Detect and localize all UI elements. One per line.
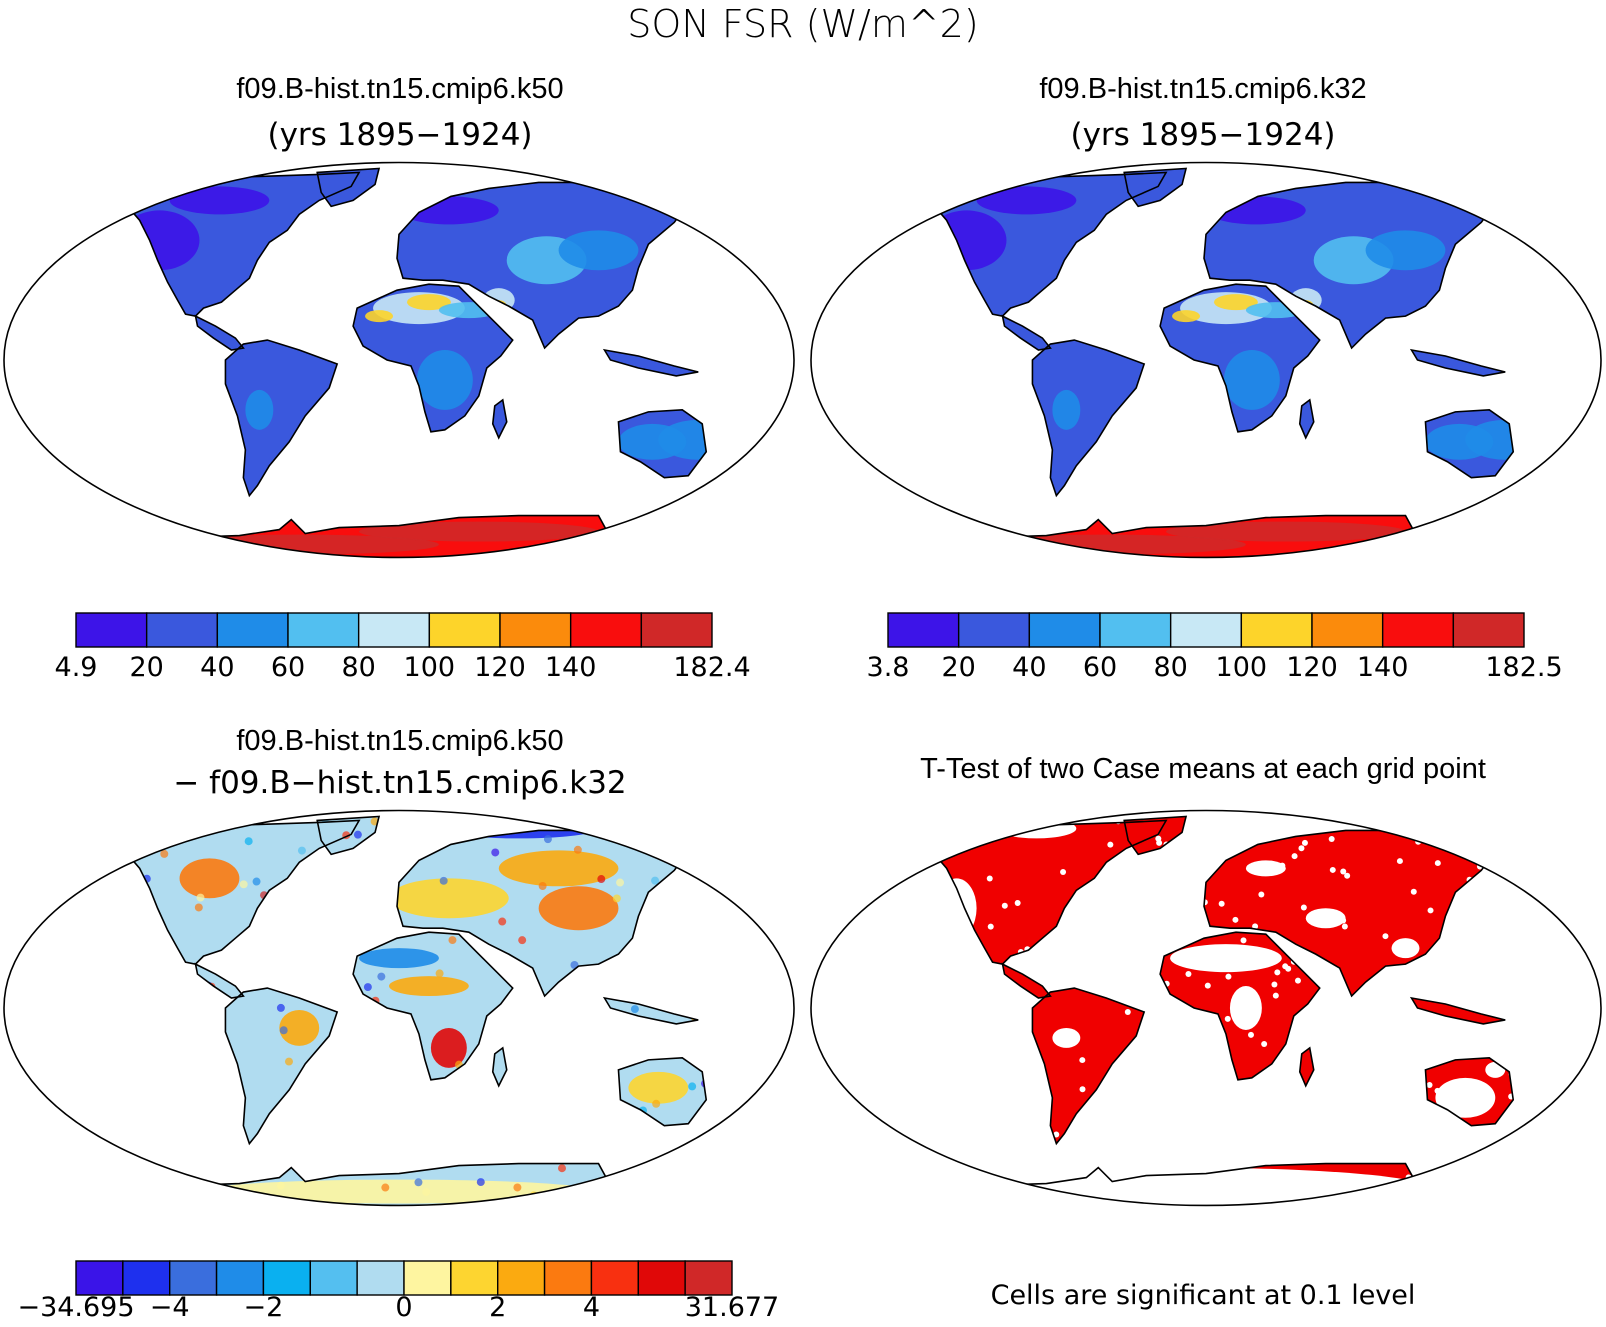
colorbar-swatch [287, 612, 360, 648]
colorbar-swatch [590, 1260, 639, 1296]
colorbar-swatch [1452, 612, 1525, 648]
panel-case2-subtitle: (yrs 1895−1924) [1070, 117, 1336, 153]
colorbar-tick-label: 40 [200, 652, 235, 683]
colorbar-tick-label: 182.4 [673, 652, 751, 683]
land-indonesia [604, 350, 699, 376]
colorbar-case1 [75, 612, 713, 648]
land-indonesia [1411, 998, 1506, 1024]
colorbar-tick-label: −2 [243, 1292, 284, 1323]
colorbar-tick-label: 4 [582, 1292, 601, 1323]
ttest-significance-note: Cells are significant at 0.1 level [990, 1280, 1416, 1311]
colorbar-case1-ticks: 4.9 20 40 60 80 100 120 140 182.4 [55, 652, 751, 686]
colorbar-swatch [215, 1260, 265, 1296]
colorbar-tick-label: 100 [403, 652, 456, 683]
colorbar-tick-label: 4.9 [54, 652, 98, 683]
colorbar-tick-label: 182.5 [1485, 652, 1563, 683]
land-centralAm [1002, 316, 1051, 351]
colorbar-swatch [356, 1260, 405, 1296]
colorbar-swatch [357, 612, 431, 648]
colorbar-swatch [1169, 612, 1243, 648]
colorbar-swatch [122, 1260, 171, 1296]
colorbar-swatch [957, 612, 1031, 648]
colorbar-tick-label: 80 [341, 652, 376, 683]
panel-ttest-title: T-Test of two Case means at each grid po… [920, 753, 1486, 785]
panel-diff-subtitle: − f09.B−hist.tn15.cmip6.k32 [173, 765, 627, 801]
colorbar-tick-label: 2 [489, 1292, 507, 1323]
colorbar-swatch [1028, 612, 1101, 648]
colorbar-swatch [428, 612, 501, 648]
land-indonesia [1411, 350, 1506, 376]
land-southAmerica [225, 340, 338, 496]
colorbar-swatch [262, 1260, 311, 1296]
colorbar-tick-label: 100 [1215, 652, 1268, 683]
colorbar-tick-label: 60 [1082, 652, 1118, 683]
colorbar-tick-label: 80 [1153, 652, 1188, 683]
colorbar-swatch [75, 612, 148, 648]
map-case1 [3, 161, 795, 559]
colorbar-tick-label: 40 [1012, 652, 1047, 683]
panel-case1-title: f09.B-hist.tn15.cmip6.k50 [236, 73, 564, 105]
figure-title: SON FSR (W/m^2) [627, 2, 979, 46]
colorbar-case2 [887, 612, 1525, 648]
panel-diff-title: f09.B-hist.tn15.cmip6.k50 [236, 725, 564, 757]
colorbar-swatch [497, 1260, 546, 1296]
map-ttest [810, 809, 1602, 1207]
colorbar-tick-label: 0 [395, 1292, 413, 1323]
colorbar-swatch [640, 612, 713, 648]
colorbar-swatch [216, 612, 289, 648]
colorbar-tick-label: 3.8 [866, 652, 910, 683]
colorbar-swatch [309, 1260, 358, 1296]
colorbar-diff [75, 1260, 733, 1296]
colorbar-tick-label: 140 [1356, 652, 1409, 683]
colorbar-swatch [145, 612, 219, 648]
colorbar-tick-label: 20 [129, 652, 164, 683]
colorbar-swatch [403, 1260, 452, 1296]
colorbar-case2-ticks: 3.8 20 40 60 80 100 120 140 182.5 [867, 652, 1563, 686]
colorbar-tick-label: 31.677 [684, 1292, 780, 1323]
colorbar-tick-label: 120 [474, 652, 526, 683]
colorbar-swatch [1381, 612, 1455, 648]
colorbar-swatch [1311, 612, 1384, 648]
colorbar-swatch [499, 612, 572, 648]
land-centralAm [195, 316, 244, 351]
map-diff [3, 809, 795, 1207]
land-centralAm [1002, 964, 1051, 999]
colorbar-diff-ticks: −34.695 −4 −2 0 2 4 31.677 [17, 1292, 779, 1326]
land-southAmerica [1032, 340, 1145, 496]
panel-case1-subtitle: (yrs 1895−1924) [267, 117, 533, 153]
colorbar-swatch [887, 612, 960, 648]
colorbar-swatch [75, 1260, 124, 1296]
colorbar-swatch [1240, 612, 1313, 648]
colorbar-tick-label: 20 [941, 652, 976, 683]
colorbar-tick-label: 140 [544, 652, 597, 683]
land-southAmerica [1032, 988, 1145, 1144]
colorbar-swatch [1099, 612, 1172, 648]
panel-case2-title: f09.B-hist.tn15.cmip6.k32 [1039, 73, 1367, 105]
land-africa [353, 932, 513, 1080]
land-centralAm [195, 964, 244, 999]
colorbar-tick-label: −4 [149, 1292, 190, 1323]
colorbar-swatch [569, 612, 643, 648]
colorbar-tick-label: 120 [1286, 652, 1338, 683]
colorbar-swatch [450, 1260, 499, 1296]
land-indonesia [604, 998, 699, 1024]
colorbar-tick-label: 60 [270, 652, 306, 683]
colorbar-tick-label: −34.695 [17, 1292, 135, 1323]
colorbar-swatch [684, 1260, 733, 1296]
colorbar-swatch [169, 1260, 218, 1296]
colorbar-swatch [543, 1260, 593, 1296]
colorbar-swatch [637, 1260, 686, 1296]
map-case2 [810, 161, 1602, 559]
